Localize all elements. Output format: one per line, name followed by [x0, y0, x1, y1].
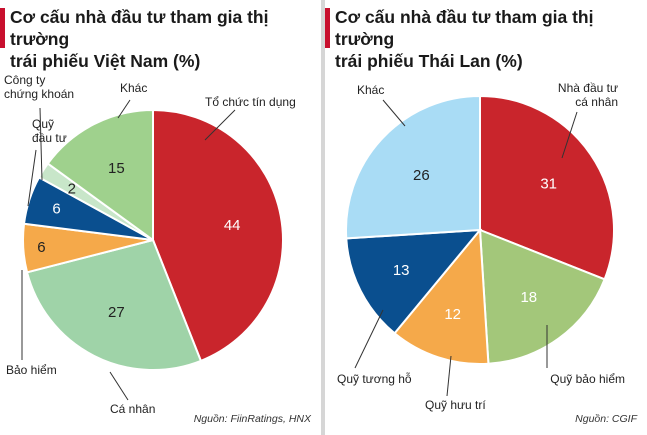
data-label-to-chuc-tin-dung: 44	[224, 217, 241, 234]
source-note: Nguồn: CGIF	[575, 413, 637, 425]
chart-title: Cơ cấu nhà đầu tư tham gia thị trường tr…	[335, 6, 635, 72]
slice-label-khac: Khác	[357, 83, 384, 97]
chart-title-line-2: trái phiếu Việt Nam (%)	[10, 51, 201, 71]
pie-chart-thailand: 31 Nhà đầu tư cá nhân 18 Quỹ bảo hiểm 12 Quỹ h…	[337, 81, 625, 412]
data-label-quy-bao-hiem: 18	[520, 289, 537, 306]
slice-label-bao-hiem: Bảo hiểm	[6, 363, 57, 377]
data-label-cong-ty-chung-khoan: 2	[68, 181, 76, 198]
pie-slice-quy-huu-tri	[393, 227, 490, 366]
pie-chart-vietnam: 44 Tổ chức tín dụng 27 Cá nhân 6 Bảo hiểm 6 Quỹ…	[4, 73, 296, 416]
leader-line-to-chuc-tin-dung	[204, 109, 236, 141]
data-label-ca-nhan: 27	[108, 304, 125, 321]
pie-slice-quy-tuong-ho	[345, 228, 483, 335]
leader-line-ca-nhan	[109, 371, 129, 401]
source-note: Nguồn: FiinRatings, HNX	[193, 413, 311, 425]
pie-slice-nha-dau-tu-ca-nhan	[479, 94, 615, 281]
data-label-khac: 26	[413, 167, 430, 184]
chart-title: Cơ cấu nhà đầu tư tham gia thị trường tr…	[10, 6, 310, 72]
leader-line-khac	[382, 99, 406, 127]
pie-slice-khac	[345, 94, 481, 240]
slice-label-nha-dau-tu-ca-nhan: Nhà đầu tư cá nhân	[558, 81, 618, 109]
chart-title-line-1: Cơ cấu nhà đầu tư tham gia thị trường	[10, 7, 269, 49]
slice-label-to-chuc-tin-dung: Tổ chức tín dụng	[205, 95, 296, 109]
pie-slice-khac	[46, 108, 154, 242]
slice-label-quy-tuong-ho: Quỹ tương hỗ	[337, 371, 412, 386]
pie-slice-to-chuc-tin-dung	[152, 108, 284, 363]
leader-line-quy-dau-tu	[27, 149, 37, 207]
title-accent-bar	[0, 8, 5, 48]
panel-divider	[321, 0, 325, 435]
leader-line-quy-tuong-ho	[354, 309, 384, 369]
leader-line-khac	[117, 99, 131, 119]
leader-line-nha-dau-tu-ca-nhan	[561, 111, 578, 159]
slice-label-quy-dau-tu: Quỹ đầu tư	[32, 117, 67, 145]
data-label-quy-tuong-ho: 13	[393, 262, 410, 279]
data-label-nha-dau-tu-ca-nhan: 31	[540, 175, 557, 192]
slice-label-cong-ty-chung-khoan: Công ty chứng khoán	[4, 73, 74, 101]
pie-slice-quy-bao-hiem	[478, 228, 606, 365]
pie-slice-ca-nhan	[25, 238, 203, 371]
data-label-quy-dau-tu: 6	[52, 201, 60, 218]
chart-title-line-1: Cơ cấu nhà đầu tư tham gia thị trường	[335, 7, 594, 49]
slice-label-khac: Khác	[120, 81, 147, 95]
slice-label-ca-nhan: Cá nhân	[110, 402, 155, 416]
title-accent-bar	[325, 8, 330, 48]
chart-panel-thailand: Cơ cấu nhà đầu tư tham gia thị trường tr…	[325, 0, 647, 435]
data-label-quy-huu-tri: 12	[444, 306, 461, 323]
slice-label-quy-huu-tri: Quỹ hưu trí	[425, 398, 486, 412]
chart-title-line-2: trái phiếu Thái Lan (%)	[335, 51, 523, 71]
slice-label-quy-bao-hiem: Quỹ bảo hiểm	[550, 372, 625, 386]
data-label-khac: 15	[108, 160, 125, 177]
leader-line-quy-huu-tri	[446, 355, 452, 397]
data-label-bao-hiem: 6	[37, 239, 45, 256]
chart-panel-vietnam: Cơ cấu nhà đầu tư tham gia thị trường tr…	[0, 0, 321, 435]
leader-line-cong-ty-chung-khoan	[39, 107, 43, 181]
